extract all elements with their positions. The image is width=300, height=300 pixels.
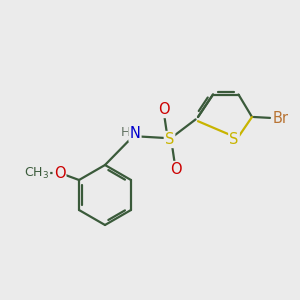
Text: O: O [158, 102, 169, 117]
Text: H: H [121, 125, 130, 139]
Text: S: S [165, 132, 174, 147]
Text: CH$_3$: CH$_3$ [25, 166, 50, 181]
Text: O: O [170, 162, 181, 177]
Text: Br: Br [272, 111, 289, 126]
Text: S: S [229, 132, 239, 147]
Text: N: N [130, 126, 140, 141]
Text: O: O [54, 166, 65, 181]
